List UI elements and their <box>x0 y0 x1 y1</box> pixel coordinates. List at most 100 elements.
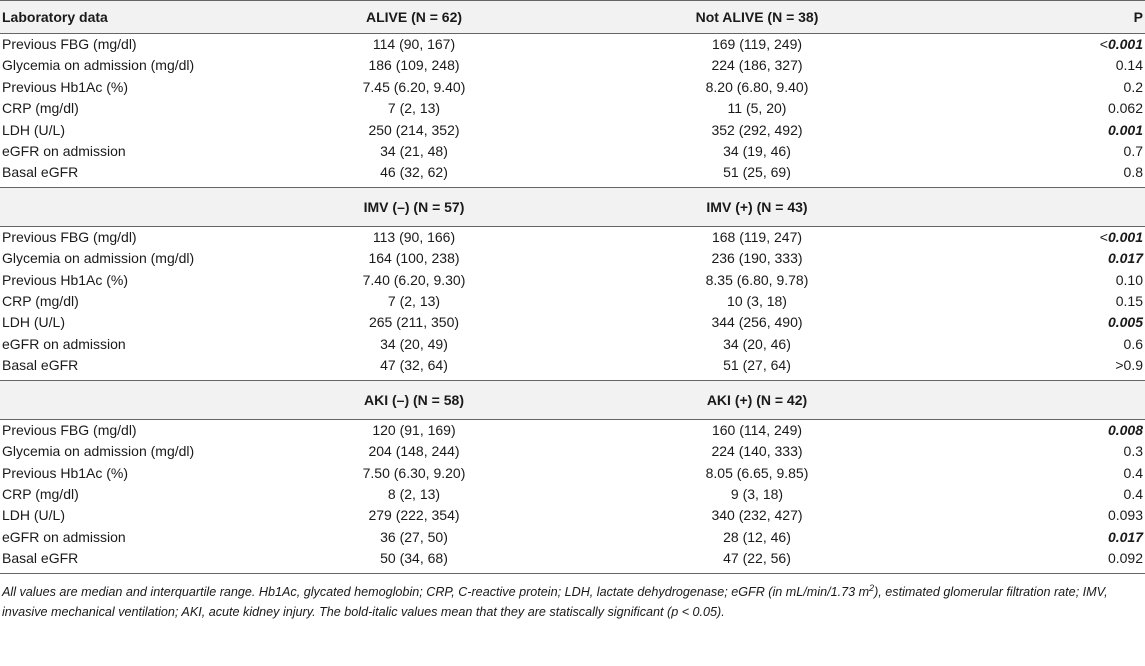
table-row: LDH (U/L) 265 (211, 350) 344 (256, 490) 0.0… <box>0 312 1145 333</box>
cell-p-value: 0.10 <box>936 270 1145 291</box>
p-value-prefix: < <box>1099 228 1108 245</box>
cell-p-value: <0.001 <box>936 226 1145 248</box>
p-value: 0.10 <box>1115 271 1143 288</box>
table-row: CRP (mg/dl) 8 (2, 13) 9 (3, 18) 0.4 <box>0 484 1145 505</box>
cell-group-b: 51 (25, 69) <box>723 164 791 181</box>
cell-group-a: 204 (148, 244) <box>368 443 460 460</box>
p-value: 0.15 <box>1115 293 1143 310</box>
group-header-row: AKI (–) (N = 58) AKI (+) (N = 42) <box>0 379 1145 420</box>
row-label: LDH (U/L) <box>2 507 66 524</box>
p-value: 0.6 <box>1123 335 1143 352</box>
cell-p-value: 0.092 <box>936 548 1145 574</box>
row-label: CRP (mg/dl) <box>2 485 79 502</box>
row-label: Glycemia on admission (mg/dl) <box>2 57 195 74</box>
cell-group-a: 186 (109, 248) <box>368 57 460 74</box>
cell-group-a: 46 (32, 62) <box>380 164 448 181</box>
cell-group-a: 34 (21, 48) <box>380 143 448 160</box>
table-row: Basal eGFR 50 (34, 68) 47 (22, 56) 0.092 <box>0 548 1145 574</box>
cell-p-value: <0.001 <box>936 34 1145 56</box>
p-value-significant: 0.017 <box>1107 250 1143 267</box>
p-value-significant: 0.017 <box>1107 528 1143 545</box>
p-value-significant: 0.001 <box>1107 228 1143 245</box>
cell-group-a: 34 (20, 49) <box>380 335 448 352</box>
cell-group-a: 265 (211, 350) <box>368 314 460 331</box>
p-value-prefix: < <box>1099 36 1108 52</box>
row-label: Previous Hb1Ac (%) <box>2 78 129 95</box>
cell-group-b: 236 (190, 333) <box>711 250 803 267</box>
cell-p-value: 0.6 <box>936 334 1145 355</box>
cell-group-b: 352 (292, 492) <box>711 121 803 138</box>
cell-p-value: 0.7 <box>936 141 1145 162</box>
table-row: Glycemia on admission (mg/dl) 164 (100, 2… <box>0 248 1145 269</box>
cell-group-a: 7.40 (6.20, 9.30) <box>362 271 466 288</box>
table-header-row: Laboratory data ALIVE (N = 62) Not ALIVE… <box>0 0 1145 34</box>
p-value: 0.093 <box>1107 507 1143 524</box>
p-value-significant: 0.005 <box>1107 314 1143 331</box>
cell-group-a: 114 (90, 167) <box>372 36 456 52</box>
p-value: 0.8 <box>1123 164 1143 181</box>
cell-group-a: 164 (100, 238) <box>368 250 460 267</box>
cell-group-b: 8.20 (6.80, 9.40) <box>705 78 809 95</box>
cell-group-b: 51 (27, 64) <box>723 357 791 374</box>
table-row: CRP (mg/dl) 7 (2, 13) 10 (3, 18) 0.15 <box>0 291 1145 312</box>
table-row: Glycemia on admission (mg/dl) 186 (109, 2… <box>0 55 1145 76</box>
laboratory-data-table: Laboratory data ALIVE (N = 62) Not ALIVE… <box>0 0 1145 574</box>
table-row: eGFR on admission 36 (27, 50) 28 (12, 46) 0… <box>0 527 1145 548</box>
p-value: >0.9 <box>1115 357 1143 374</box>
row-label: Glycemia on admission (mg/dl) <box>2 250 195 267</box>
cell-p-value: 0.15 <box>936 291 1145 312</box>
table-row: LDH (U/L) 250 (214, 352) 352 (292, 492) 0.0… <box>0 120 1145 141</box>
cell-group-b: 8.05 (6.65, 9.85) <box>705 464 809 481</box>
group-header-empty <box>0 186 250 227</box>
cell-group-b: 8.35 (6.80, 9.78) <box>705 271 809 288</box>
p-value-significant: 0.001 <box>1107 121 1143 138</box>
table-row: eGFR on admission 34 (20, 49) 34 (20, 46) 0… <box>0 334 1145 355</box>
cell-group-b: 28 (12, 46) <box>723 528 791 545</box>
cell-group-b: 169 (119, 249) <box>711 36 803 52</box>
row-label: LDH (U/L) <box>2 121 66 138</box>
row-label: CRP (mg/dl) <box>2 100 79 117</box>
row-label: Previous FBG (mg/dl) <box>2 421 137 438</box>
cell-group-b: 344 (256, 490) <box>711 314 803 331</box>
cell-p-value: >0.9 <box>936 355 1145 380</box>
cell-group-a: 7.45 (6.20, 9.40) <box>362 78 466 95</box>
header-alive: ALIVE (N = 62) <box>250 0 578 34</box>
table-row: LDH (U/L) 279 (222, 354) 340 (232, 427) 0.0… <box>0 505 1145 526</box>
table-row: Previous Hb1Ac (%) 7.40 (6.20, 9.30) 8.35 … <box>0 270 1145 291</box>
group-header-empty-p <box>936 186 1145 227</box>
table-row: Previous Hb1Ac (%) 7.45 (6.20, 9.40) 8.20 … <box>0 77 1145 98</box>
cell-group-b: 340 (232, 427) <box>711 507 803 524</box>
cell-group-b: 10 (3, 18) <box>727 293 787 310</box>
row-label: eGFR on admission <box>2 335 126 352</box>
header-laboratory-data: Laboratory data <box>0 0 250 34</box>
cell-group-b: 11 (5, 20) <box>727 100 787 117</box>
cell-group-a: 50 (34, 68) <box>250 548 578 574</box>
table-row: Basal eGFR 47 (32, 64) 51 (27, 64) >0.9 <box>0 355 1145 380</box>
footnote-text-1: All values are median and interquartile … <box>2 584 870 599</box>
p-value-significant: 0.001 <box>1107 36 1143 52</box>
cell-group-b: 34 (20, 46) <box>723 335 791 352</box>
table-body: Previous FBG (mg/dl) 114 (90, 167) 169 (11… <box>0 34 1145 574</box>
cell-group-b: 160 (114, 249) <box>711 421 803 438</box>
row-label: Previous FBG (mg/dl) <box>2 228 137 245</box>
footnote-superscript: 2 <box>869 582 875 593</box>
cell-group-a: 36 (27, 50) <box>380 528 448 545</box>
row-label: Basal eGFR <box>2 357 79 374</box>
cell-group-b: 168 (119, 247) <box>711 228 803 245</box>
table-row: Previous FBG (mg/dl) 114 (90, 167) 169 (11… <box>0 34 1145 56</box>
table-row: Previous FBG (mg/dl) 120 (91, 169) 160 (11… <box>0 419 1145 441</box>
p-value: 0.3 <box>1123 443 1143 460</box>
p-value: 0.7 <box>1123 143 1143 160</box>
p-value: 0.14 <box>1115 57 1143 74</box>
table-row: Previous Hb1Ac (%) 7.50 (6.30, 9.20) 8.05 … <box>0 463 1145 484</box>
cell-p-value: 0.093 <box>936 505 1145 526</box>
cell-p-value: 0.017 <box>936 248 1145 269</box>
cell-group-a: 7.50 (6.30, 9.20) <box>362 464 466 481</box>
group-header-positive: AKI (+) (N = 42) <box>578 379 936 420</box>
row-label: CRP (mg/dl) <box>2 293 79 310</box>
cell-p-value: 0.3 <box>936 441 1145 462</box>
cell-p-value: 0.001 <box>936 120 1145 141</box>
table-row: eGFR on admission 34 (21, 48) 34 (19, 46) 0… <box>0 141 1145 162</box>
cell-group-a: 120 (91, 169) <box>372 421 456 438</box>
group-header-negative: IMV (–) (N = 57) <box>250 186 578 227</box>
